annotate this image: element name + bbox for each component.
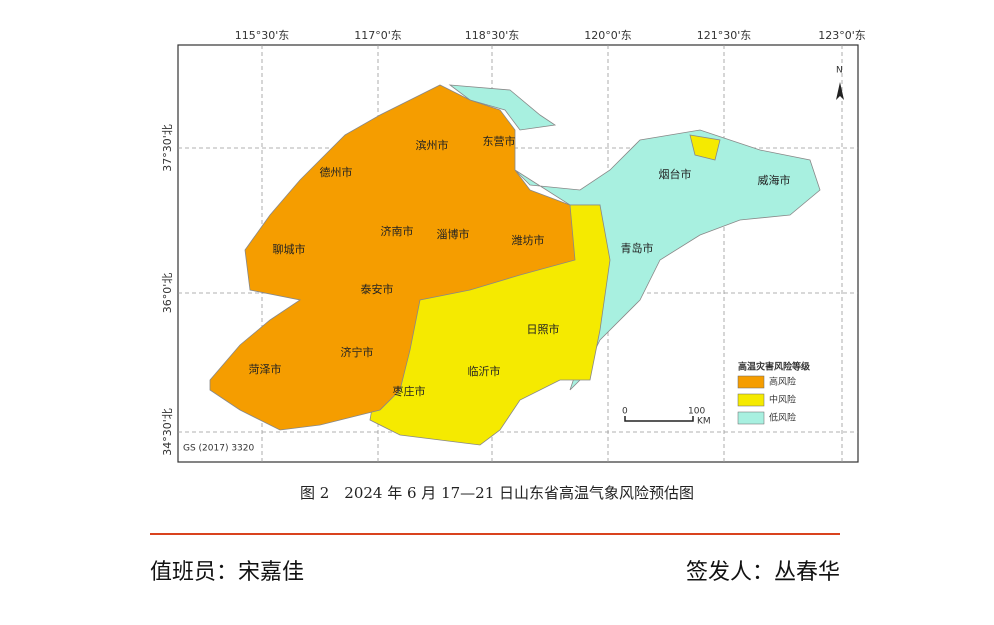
lat-label: 37°30'北: [161, 124, 174, 172]
city-label: 东营市: [483, 134, 516, 148]
city-label: 菏泽市: [249, 362, 282, 376]
city-label: 淄博市: [437, 227, 470, 241]
scale-unit: KM: [697, 417, 711, 427]
lon-label: 123°0'东: [818, 29, 866, 42]
lon-label: 121°30'东: [697, 29, 752, 42]
city-label: 济宁市: [341, 345, 374, 359]
scale-end: 100: [688, 407, 705, 417]
lon-label: 120°0'东: [584, 29, 632, 42]
duty-officer: 值班员：宋嘉佳: [150, 560, 304, 585]
city-label: 烟台市: [659, 167, 692, 181]
lat-label: 36°0'北: [161, 273, 174, 314]
city-label: 德州市: [320, 165, 353, 179]
city-label: 泰安市: [361, 282, 394, 296]
scale-bar: [624, 416, 694, 422]
city-label: 聊城市: [273, 242, 306, 256]
north-label: N: [836, 66, 843, 76]
lon-label: 115°30'东: [235, 29, 290, 42]
city-label: 济南市: [381, 224, 414, 238]
city-label: 潍坊市: [512, 233, 545, 247]
legend-swatch: [737, 375, 765, 389]
city-label: 威海市: [758, 173, 791, 187]
legend-label: 中风险: [769, 394, 796, 406]
city-label: 青岛市: [621, 241, 654, 255]
lat-label: 34°30'北: [161, 408, 174, 456]
lon-label: 118°30'东: [465, 29, 520, 42]
regions: [209, 84, 821, 446]
legend-label: 高风险: [769, 376, 796, 388]
legend-label: 低风险: [769, 412, 796, 424]
issuer: 签发人：丛春华: [686, 560, 840, 585]
lon-label: 117°0'东: [354, 29, 402, 42]
city-label: 日照市: [527, 322, 560, 336]
city-label: 临沂市: [468, 364, 501, 378]
map-code: GS (2017) 3320: [183, 444, 255, 454]
legend-title: 高温灾害风险等级: [738, 361, 811, 373]
legend-swatch: [737, 393, 765, 407]
city-label: 枣庄市: [393, 384, 426, 398]
north-arrow: [836, 82, 844, 100]
legend-swatch: [737, 411, 765, 425]
city-label: 滨州市: [416, 138, 449, 152]
caption: 图 2 2024 年 6 月 17—21 日山东省高温气象风险预估图: [300, 484, 694, 502]
scale-start: 0: [622, 407, 628, 417]
